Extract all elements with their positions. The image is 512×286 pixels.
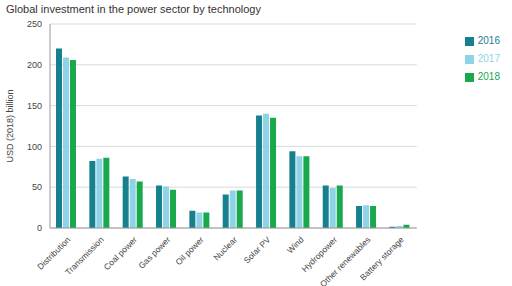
html-text:2017: 2017: [477, 53, 500, 64]
html-text:2016: 2016: [477, 35, 500, 46]
svg-text:250: 250: [27, 19, 42, 29]
svg-text:100: 100: [27, 142, 42, 152]
svg-text:Distribution: Distribution: [35, 234, 73, 272]
svg-text:Hydropower: Hydropower: [299, 234, 340, 275]
svg-text:50: 50: [32, 182, 42, 192]
svg-text:Oil power: Oil power: [173, 234, 206, 267]
svg-text:Wind: Wind: [285, 234, 306, 255]
svg-text:150: 150: [27, 101, 42, 111]
svg-text:Nuclear: Nuclear: [211, 234, 239, 262]
svg-text:Coal power: Coal power: [102, 234, 140, 272]
svg-text:Battery storage: Battery storage: [358, 234, 406, 282]
svg-text:Gas power: Gas power: [136, 234, 172, 270]
html-text:2018: 2018: [477, 71, 500, 82]
html-text:Global investment in the power: Global investment in the power sector by…: [6, 3, 261, 15]
svg-text:Solar PV: Solar PV: [242, 234, 273, 265]
svg-text:Transmission: Transmission: [63, 234, 106, 277]
svg-text:0: 0: [37, 223, 42, 233]
svg-text:USD (2018) billion: USD (2018) billion: [8, 89, 15, 162]
svg-text:200: 200: [27, 60, 42, 70]
